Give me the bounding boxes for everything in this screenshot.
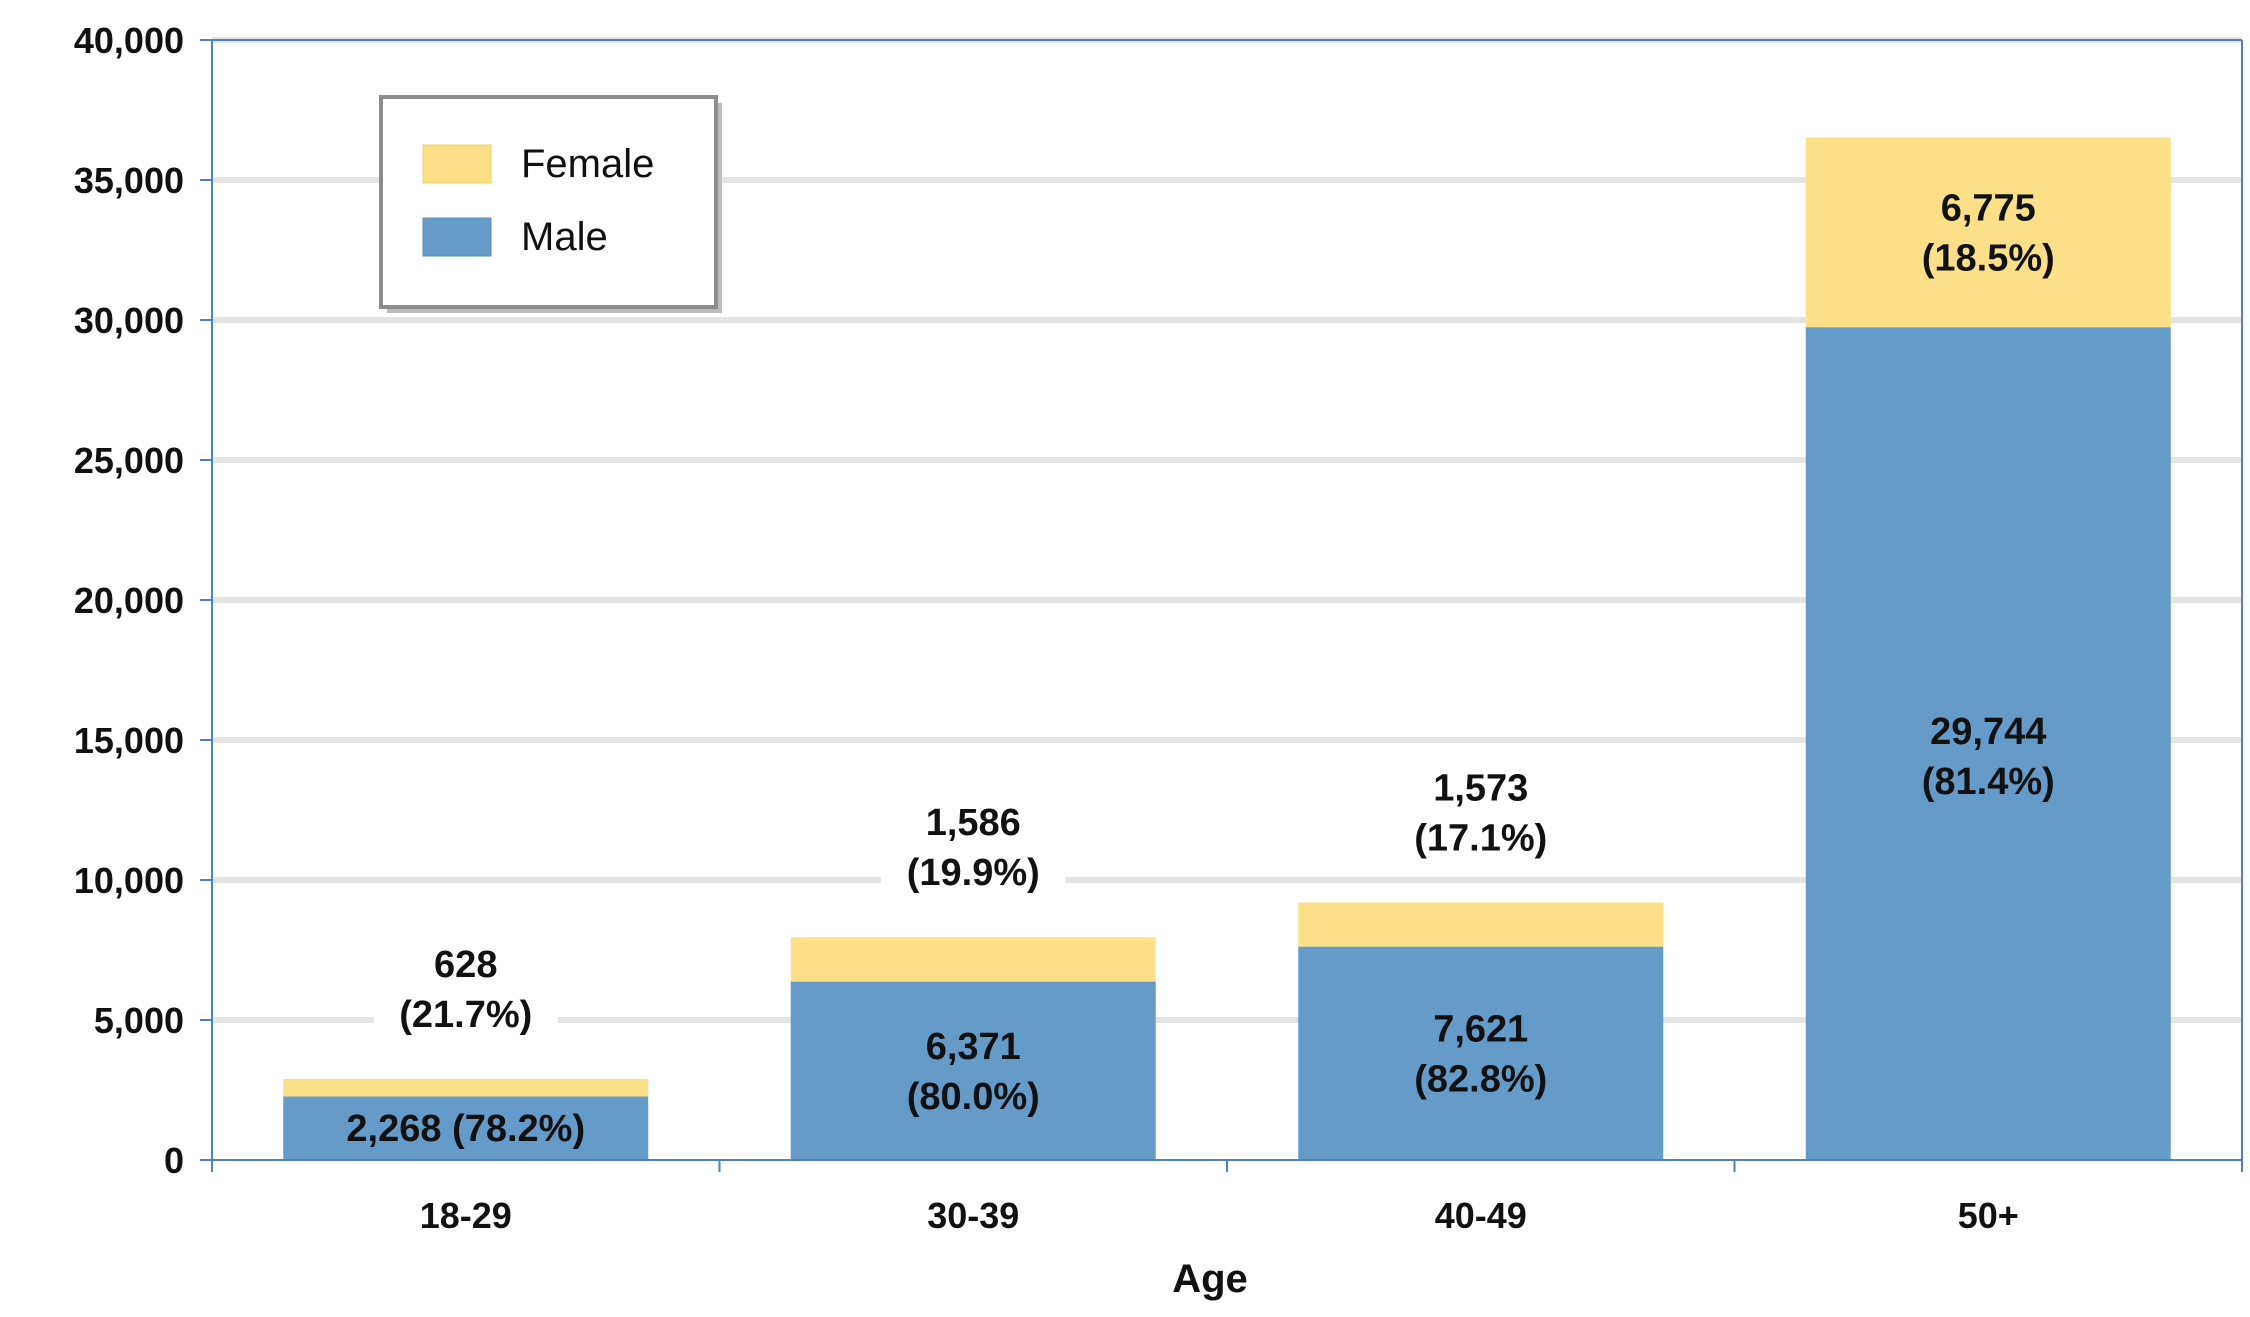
x-tick-label: 30-39 — [927, 1195, 1019, 1236]
y-tick-label: 15,000 — [74, 720, 184, 761]
data-label-male: 2,268 (78.2%) — [346, 1108, 585, 1150]
bars — [283, 137, 2171, 1161]
x-axis-title: Age — [1172, 1257, 1248, 1301]
bar-male-18-29 — [283, 1096, 649, 1160]
y-tick-label: 10,000 — [74, 860, 184, 901]
data-label-background — [881, 795, 1066, 904]
data-label-male: 6,371 — [926, 1026, 1021, 1068]
data-label-female: (17.1%) — [1414, 818, 1547, 860]
bar-female-40-49 — [1298, 902, 1664, 947]
data-label-male: (80.0%) — [907, 1076, 1040, 1118]
legend-box — [379, 95, 718, 309]
bar-male-30-39 — [790, 981, 1156, 1160]
y-tick-label: 5,000 — [94, 1000, 184, 1041]
data-label-female: (19.9%) — [907, 852, 1040, 894]
data-label-female: (18.5%) — [1922, 237, 2055, 279]
data-label-background — [373, 936, 558, 1045]
y-tick-label: 30,000 — [74, 300, 184, 341]
data-label-male: (82.8%) — [1414, 1058, 1547, 1100]
legend-label-female: Female — [521, 142, 654, 186]
y-tick-label: 35,000 — [74, 160, 184, 201]
x-tick-label: 18-29 — [420, 1195, 512, 1236]
bar-female-18-29 — [283, 1078, 649, 1097]
y-tick-label: 20,000 — [74, 580, 184, 621]
data-label-female: 628 — [434, 944, 497, 986]
legend: Female Male — [379, 95, 722, 313]
legend-swatch-female — [422, 144, 492, 184]
data-label-male: 29,744 — [1930, 711, 2046, 753]
data-label-background — [1388, 760, 1573, 869]
bar-male-50plus — [1805, 327, 2171, 1161]
bar-male-40-49 — [1298, 946, 1664, 1160]
x-tick-label: 40-49 — [1435, 1195, 1527, 1236]
y-tick-label: 40,000 — [74, 20, 184, 61]
legend-label-male: Male — [521, 215, 608, 259]
y-tick-label: 25,000 — [74, 440, 184, 481]
data-labels: 2,268 (78.2%) 628 (21.7%) 6,371 (80.0%) 1,586… — [346, 187, 2054, 1150]
data-label-female: 1,573 — [1433, 768, 1528, 810]
bar-female-50plus — [1805, 137, 2171, 328]
data-label-female: (21.7%) — [399, 994, 532, 1036]
data-label-female: 6,775 — [1941, 187, 2036, 229]
axes: 0 5,000 10,000 15,000 20,000 25,000 30,000 35,0… — [74, 20, 2243, 1236]
data-label-male: (81.4%) — [1922, 761, 2055, 803]
y-tick-label: 0 — [164, 1140, 184, 1181]
x-tick-label: 50+ — [1958, 1195, 2019, 1236]
bar-female-30-39 — [790, 937, 1156, 982]
legend-swatch-male — [422, 217, 492, 257]
data-label-male: 7,621 — [1433, 1008, 1528, 1050]
data-label-female: 1,586 — [926, 802, 1021, 844]
